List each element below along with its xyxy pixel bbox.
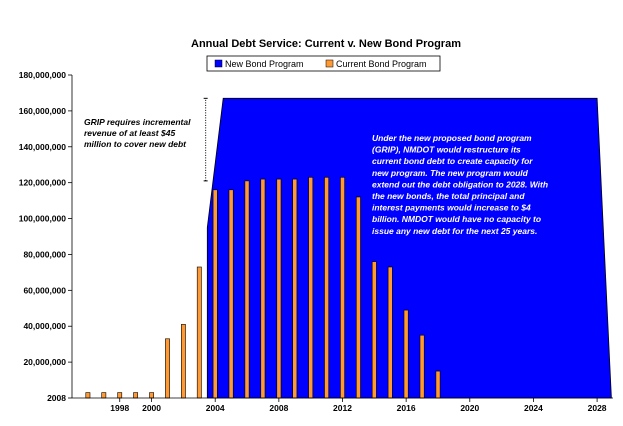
- new-program-callout-line: current bond debt to create capacity for: [372, 156, 533, 166]
- bar-current-2004: [212, 189, 218, 399]
- y-tick-label: 40,000,000: [23, 321, 66, 331]
- legend-label-current-bond-program: Current Bond Program: [336, 59, 427, 69]
- grip-note-line: GRIP requires incremental: [84, 117, 191, 127]
- y-tick-label: 2008: [47, 393, 66, 403]
- y-tick-label: 140,000,000: [19, 142, 67, 152]
- bar-current-2006: [244, 180, 250, 399]
- bar-current-2013: [355, 196, 361, 399]
- legend-swatch-new-bond-program: [214, 59, 223, 68]
- bar-current-2015: [387, 266, 393, 399]
- chart-title: Annual Debt Service: Current v. New Bond…: [191, 38, 461, 50]
- bar-current-1997: [101, 392, 107, 399]
- y-tick-label: 20,000,000: [23, 357, 66, 367]
- y-tick-label: 60,000,000: [23, 285, 66, 295]
- x-tick-label: 2000: [142, 403, 161, 413]
- y-tick-label: 100,000,000: [19, 214, 67, 224]
- new-program-callout-line: the new bonds, the total principal and: [372, 191, 525, 201]
- bar-current-2016: [403, 309, 409, 399]
- bar-current-2018: [435, 370, 441, 399]
- y-tick-label: 80,000,000: [23, 249, 66, 259]
- y-tick-label: 180,000,000: [19, 70, 67, 80]
- bar-current-2003: [196, 266, 202, 399]
- legend-swatch-current-bond-program: [325, 59, 334, 68]
- axes: 2008 20,000,000 40,000,000 60,000,000 80,000…: [19, 70, 613, 413]
- bar-current-2001: [165, 338, 170, 399]
- new-program-callout-line: Under the new proposed bond program: [372, 133, 532, 143]
- legend-box: [206, 55, 441, 72]
- chart-legend: New Bond Program Current Bond Program: [206, 55, 441, 72]
- bar-current-2009: [292, 178, 298, 399]
- new-program-callout-line: billion. NMDOT would have no capacity to: [372, 214, 541, 224]
- bar-current-1999: [133, 392, 138, 399]
- bar-current-2011: [324, 177, 329, 399]
- bar-current-1996: [85, 392, 91, 399]
- bar-current-2002: [181, 324, 186, 399]
- x-tick-label: 2020: [460, 403, 479, 413]
- bar-current-2012: [340, 177, 345, 399]
- x-tick-label: 2028: [588, 403, 607, 413]
- new-program-callout-line: extend out the debt obligation to 2028. …: [372, 179, 548, 189]
- bar-current-2005: [228, 189, 234, 399]
- x-tick-label: 2004: [206, 403, 225, 413]
- new-program-callout-line: interest payments would increase to $4: [372, 203, 531, 213]
- plot-area: [85, 97, 612, 399]
- legend-label-new-bond-program: New Bond Program: [225, 59, 304, 69]
- new-program-callout-line: new program. The new program would: [372, 168, 529, 178]
- x-tick-label: 2008: [269, 403, 288, 413]
- x-tick-label: 1998: [110, 403, 129, 413]
- new-bond-program-area: [206, 97, 612, 399]
- new-program-callout-line: issue any new debt for the next 25 years…: [372, 226, 537, 236]
- x-tick-label: 2012: [333, 403, 352, 413]
- x-tick-label: 2016: [397, 403, 416, 413]
- new-program-callout-line: (GRIP), NMDOT would restructure its: [372, 145, 521, 155]
- bar-current-1998: [117, 392, 123, 399]
- bar-current-2010: [308, 177, 314, 399]
- grip-note-line: revenue of at least $45: [84, 128, 175, 138]
- y-tick-label: 120,000,000: [19, 178, 67, 188]
- bar-current-2014: [371, 261, 377, 399]
- x-tick-label: 2024: [524, 403, 543, 413]
- bar-current-2017: [419, 334, 425, 399]
- bar-current-2000: [149, 392, 154, 399]
- grip-note-line: million to cover new debt: [84, 139, 187, 149]
- bar-current-2007: [260, 178, 266, 399]
- y-tick-label: 160,000,000: [19, 106, 67, 116]
- bar-current-2008: [276, 178, 282, 399]
